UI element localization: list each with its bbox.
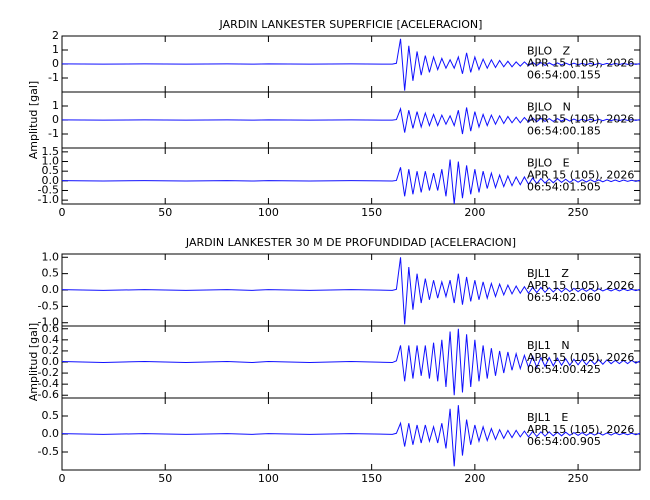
date-label: APR 15 (105), 2026 <box>527 351 634 364</box>
y-tick-label: 1 <box>52 99 59 112</box>
y-tick-label: 1.0 <box>42 155 60 168</box>
trace-line <box>61 159 641 205</box>
y-tick-label: 0.0 <box>42 283 60 296</box>
y-tick-label: -1 <box>48 127 59 140</box>
y-tick-label: 0.5 <box>42 164 60 177</box>
date-label: APR 15 (105), 2026 <box>527 169 634 182</box>
date-label: APR 15 (105), 2026 <box>527 423 634 436</box>
trace-line <box>61 106 641 135</box>
y-axis-label: Amplitud [gal] <box>27 81 40 159</box>
date-label: APR 15 (105), 2026 <box>527 57 634 70</box>
time-label: 06:54:00.185 <box>527 125 601 138</box>
x-tick-label: 250 <box>568 472 589 485</box>
y-tick-label: 0.2 <box>42 344 60 357</box>
y-tick-label: 1.0 <box>42 250 60 263</box>
station-label: BJLO Z <box>527 45 571 58</box>
y-tick-label: 2 <box>52 29 59 42</box>
time-label: 06:54:00.905 <box>527 435 601 448</box>
x-tick-label: 200 <box>464 206 485 219</box>
chart-title: JARDIN LANKESTER SUPERFICIE [ACELERACION… <box>219 18 483 31</box>
x-tick-label: 200 <box>464 472 485 485</box>
y-tick-label: -1 <box>48 71 59 84</box>
trace-line <box>61 405 641 467</box>
x-tick-label: 100 <box>258 472 279 485</box>
station-label: BJL1 Z <box>527 267 569 280</box>
y-tick-label: -0.6 <box>38 388 59 401</box>
y-tick-label: 1.5 <box>42 145 60 158</box>
y-tick-label: 0.0 <box>42 427 60 440</box>
y-tick-label: 0.6 <box>42 322 60 335</box>
y-tick-label: 0.0 <box>42 355 60 368</box>
y-tick-label: 0 <box>52 57 59 70</box>
x-tick-label: 100 <box>258 206 279 219</box>
y-tick-label: 0 <box>52 113 59 126</box>
y-tick-label: 0.4 <box>42 333 60 346</box>
y-tick-label: -1.0 <box>38 316 59 329</box>
time-label: 06:54:00.425 <box>527 363 601 376</box>
trace-line <box>61 38 641 91</box>
y-axis-label: Amplitud [gal] <box>27 323 40 401</box>
station-label: BJL1 E <box>527 411 568 424</box>
y-tick-label: -0.2 <box>38 366 59 379</box>
time-label: 06:54:02.060 <box>527 291 601 304</box>
trace-line <box>61 257 641 325</box>
y-tick-label: -1.0 <box>38 193 59 206</box>
x-tick-label: 0 <box>59 206 66 219</box>
chart-title: JARDIN LANKESTER 30 M DE PROFUNDIDAD [AC… <box>185 236 516 249</box>
y-tick-label: 1 <box>52 43 59 56</box>
y-tick-label: 0.0 <box>42 174 60 187</box>
x-tick-label: 250 <box>568 206 589 219</box>
time-label: 06:54:01.505 <box>527 181 601 194</box>
y-tick-label: -0.5 <box>38 299 59 312</box>
date-label: APR 15 (105), 2026 <box>527 113 634 126</box>
station-label: BJL1 N <box>527 339 570 352</box>
y-tick-label: 0.5 <box>42 409 60 422</box>
y-tick-label: -0.5 <box>38 445 59 458</box>
station-label: BJLO N <box>527 101 571 114</box>
date-label: APR 15 (105), 2026 <box>527 279 634 292</box>
y-tick-label: 0.5 <box>42 267 60 280</box>
x-tick-label: 50 <box>158 472 172 485</box>
y-tick-label: -0.4 <box>38 377 59 390</box>
x-tick-label: 0 <box>59 472 66 485</box>
y-tick-label: -0.5 <box>38 183 59 196</box>
trace-line <box>61 328 641 396</box>
time-label: 06:54:00.155 <box>527 69 601 82</box>
station-label: BJLO E <box>527 157 570 170</box>
panel-frame <box>61 147 641 205</box>
x-tick-label: 150 <box>361 206 382 219</box>
x-tick-label: 50 <box>158 206 172 219</box>
x-tick-label: 150 <box>361 472 382 485</box>
